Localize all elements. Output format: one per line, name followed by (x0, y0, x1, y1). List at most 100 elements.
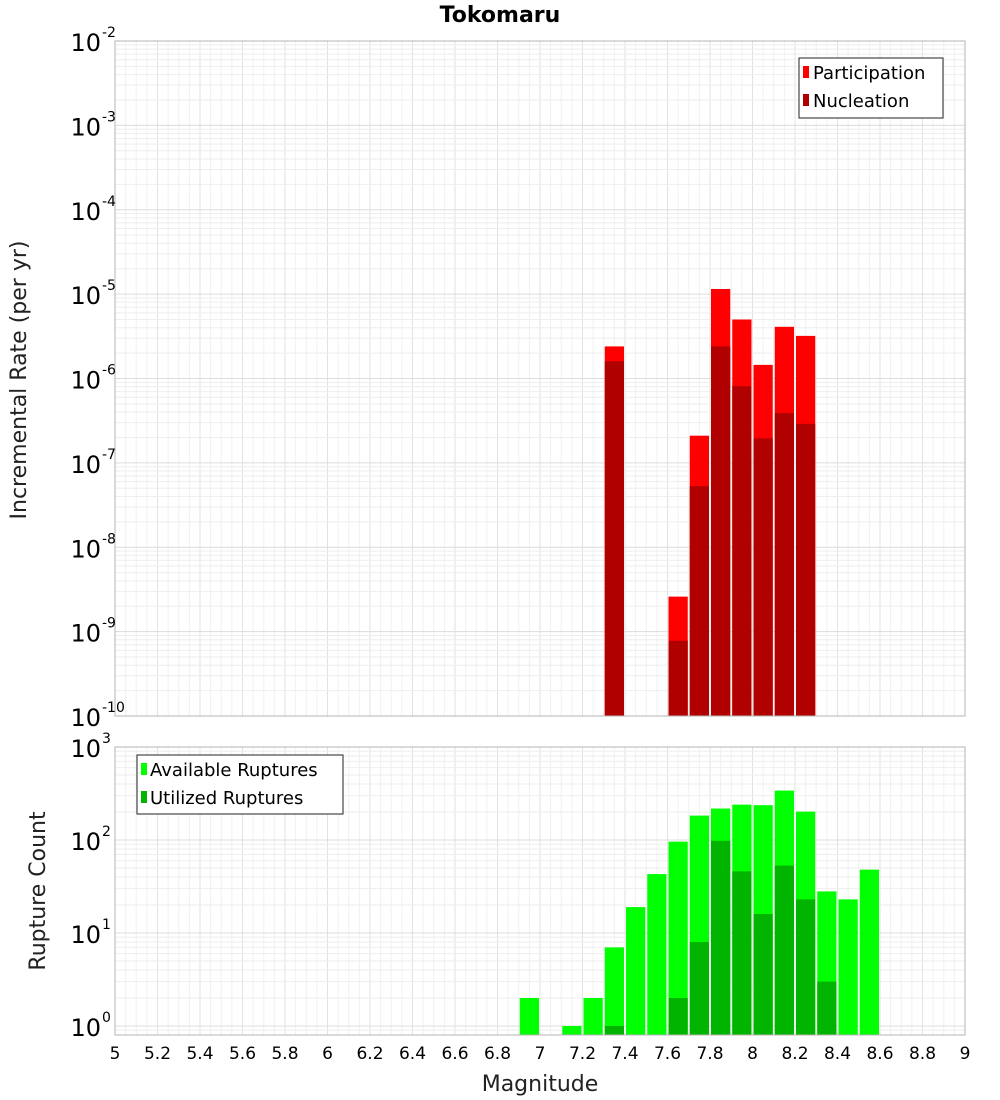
x-tick-label: 8.6 (866, 1044, 893, 1064)
count-plot-border (114, 746, 966, 1036)
chart-title: Tokomaru (440, 3, 561, 28)
count-bar-utilized-ruptures (604, 1025, 624, 1035)
count-bar-utilized-ruptures (796, 899, 816, 1035)
count-bar-utilized-ruptures (753, 914, 773, 1035)
rate-bar-nucleation (689, 486, 709, 716)
y-tick-label: 10 (70, 451, 101, 479)
x-tick-label: 8.4 (824, 1044, 851, 1064)
y-tick-exponent: -5 (102, 278, 116, 294)
y-tick-exponent: -4 (102, 194, 116, 210)
x-axis-label: Magnitude (482, 1072, 599, 1097)
count-bar-available-ruptures (583, 997, 603, 1035)
count-bar-available-ruptures (562, 1025, 582, 1035)
rate-plot-border (114, 40, 966, 717)
y-tick-label: 10 (70, 704, 101, 732)
rate-bar-nucleation (753, 438, 773, 716)
y-tick-exponent: -7 (102, 447, 116, 463)
y-tick-label: 10 (70, 535, 101, 563)
y-tick-label: 10 (70, 620, 101, 648)
rate-bar-nucleation (604, 361, 624, 716)
count-bars (519, 790, 879, 1035)
count-bar-available-ruptures (647, 874, 667, 1035)
rate-bar-nucleation (732, 386, 752, 716)
count-legend-box (136, 754, 344, 815)
legend-swatch-nucleation (803, 94, 809, 106)
y-tick-label: 10 (70, 828, 101, 856)
legend-label-nucleation: Nucleation (813, 91, 909, 112)
x-tick-label: 5.4 (186, 1044, 213, 1064)
legend-swatch-utilized (141, 791, 147, 803)
legend-label-available: Available Ruptures (150, 760, 318, 781)
y-tick-label: 10 (70, 198, 101, 226)
count-bar-available-ruptures (668, 841, 688, 1035)
x-tick-label: 5.2 (144, 1044, 171, 1064)
count-bar-utilized-ruptures (689, 942, 709, 1035)
y-tick-label: 10 (70, 1014, 101, 1042)
count-bar-available-ruptures (604, 947, 624, 1035)
y-tick-exponent: 3 (102, 731, 111, 747)
x-tick-label: 8.2 (781, 1044, 808, 1064)
count-x-ticks: 5 5.2 5.4 5.6 5.8 6 6.2 6.4 6.6 6.8 7 7.2 7.4 7.6 7.8 8… (110, 1044, 971, 1064)
y-tick-exponent: -3 (102, 109, 116, 125)
x-tick-label: 6.4 (399, 1044, 426, 1064)
rate-grid (114, 40, 966, 717)
y-tick-exponent: -9 (102, 616, 116, 632)
y-tick-label: 10 (70, 113, 101, 141)
y-tick-exponent: 0 (102, 1010, 111, 1026)
count-bar-utilized-ruptures (817, 981, 837, 1035)
rate-bar-nucleation (796, 423, 816, 716)
rate-y-axis-label: Incremental Rate (per yr) (7, 241, 32, 520)
y-tick-label: 10 (70, 29, 101, 57)
x-tick-label: 7.4 (611, 1044, 638, 1064)
y-tick-label: 10 (70, 367, 101, 395)
rate-bar-nucleation (774, 413, 794, 716)
count-legend: Available Ruptures Utilized Ruptures (136, 754, 344, 815)
x-tick-label: 7.8 (696, 1044, 723, 1064)
count-bar-available-ruptures (838, 899, 858, 1035)
x-tick-label: 5.6 (229, 1044, 256, 1064)
x-tick-label: 6 (322, 1044, 333, 1064)
x-tick-label: 6.8 (484, 1044, 511, 1064)
y-tick-exponent: 2 (102, 824, 111, 840)
x-tick-label: 6.2 (356, 1044, 383, 1064)
rate-bar-nucleation (711, 346, 731, 716)
x-tick-label: 7.6 (654, 1044, 681, 1064)
rate-bar-nucleation (668, 640, 688, 716)
y-tick-exponent: -6 (102, 363, 116, 379)
count-bar-available-ruptures (859, 869, 879, 1035)
count-bar-available-ruptures (626, 907, 646, 1035)
x-tick-label: 7.2 (569, 1044, 596, 1064)
count-bar-utilized-ruptures (668, 997, 688, 1035)
rate-bars (604, 289, 816, 716)
y-tick-exponent: -8 (102, 531, 116, 547)
legend-swatch-participation (803, 66, 809, 78)
y-tick-label: 10 (70, 735, 101, 763)
x-tick-label: 8 (747, 1044, 758, 1064)
y-tick-exponent: -10 (102, 700, 125, 716)
y-tick-label: 10 (70, 282, 101, 310)
x-tick-label: 7 (535, 1044, 546, 1064)
count-bar-available-ruptures (519, 997, 539, 1035)
y-tick-label: 10 (70, 921, 101, 949)
count-bar-utilized-ruptures (774, 865, 794, 1035)
legend-swatch-available (141, 763, 147, 775)
count-y-axis-label: Rupture Count (26, 811, 51, 971)
rate-legend: Participation Nucleation (798, 57, 944, 119)
x-tick-label: 6.6 (441, 1044, 468, 1064)
count-bar-utilized-ruptures (732, 871, 752, 1035)
x-tick-label: 5.8 (271, 1044, 298, 1064)
rate-legend-box (798, 57, 944, 119)
x-tick-label: 9 (960, 1044, 971, 1064)
y-tick-exponent: -2 (102, 25, 116, 41)
y-tick-exponent: 1 (102, 917, 111, 933)
count-bar-utilized-ruptures (711, 840, 731, 1035)
x-tick-label: 8.8 (909, 1044, 936, 1064)
legend-label-utilized: Utilized Ruptures (150, 788, 303, 809)
legend-label-participation: Participation (813, 63, 925, 84)
x-tick-label: 5 (110, 1044, 121, 1064)
